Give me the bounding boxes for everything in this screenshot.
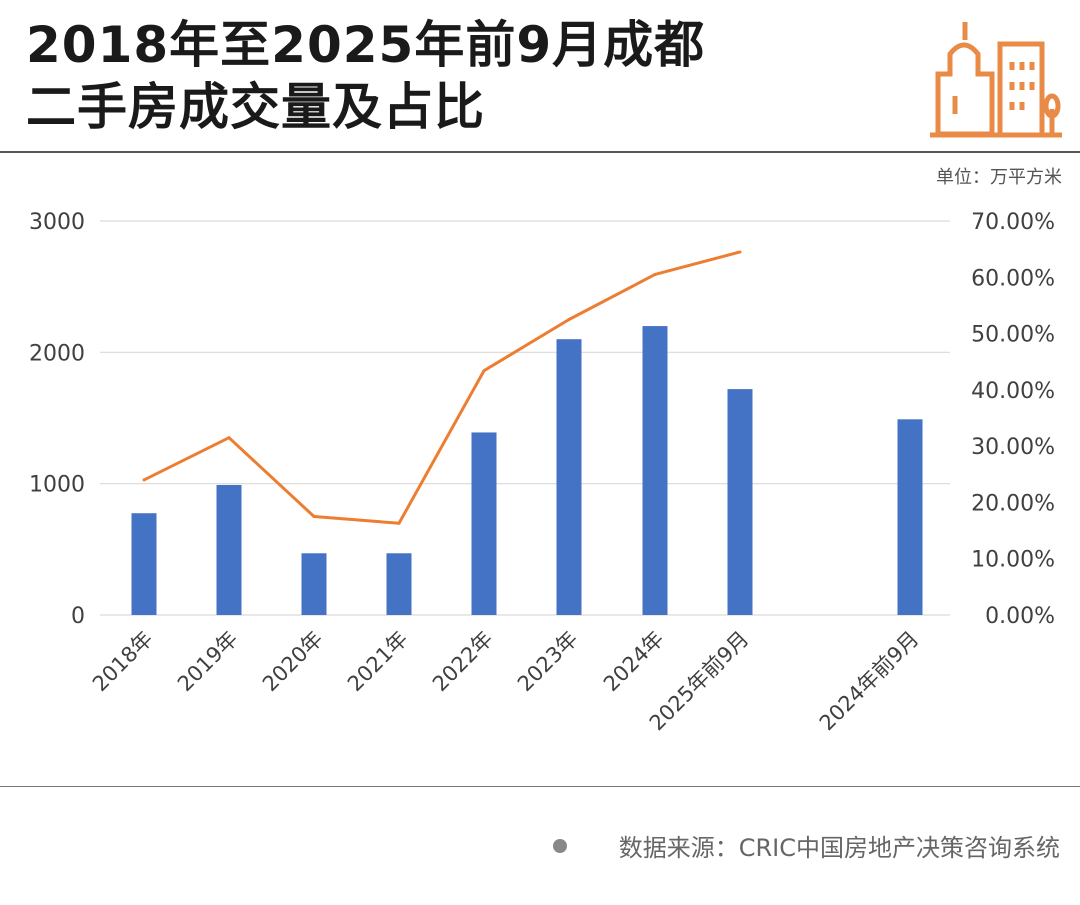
source-text: 数据来源：CRIC中国房地产决策咨询系统 [618, 834, 1060, 862]
unit-label: 单位：万平方米 [936, 167, 1062, 188]
bar [642, 326, 668, 615]
source-note: 数据来源：CRIC中国房地产决策咨询系统 [552, 828, 1060, 863]
left-axis-tick-label: 1000 [29, 473, 85, 498]
x-axis-tick-label: 2020年 [258, 627, 328, 697]
bar [897, 419, 923, 615]
bar [131, 513, 157, 615]
x-axis-tick-label: 2024年前9月 [815, 627, 924, 736]
line-point [142, 478, 146, 482]
share-line [143, 250, 741, 525]
x-axis-tick-label: 2022年 [428, 627, 498, 697]
x-axis-tick-label: 2024年 [599, 627, 669, 697]
x-axis-tick-label: 2021年 [343, 627, 413, 697]
x-axis-tick-label: 2023年 [513, 627, 583, 697]
chart-title: 2018年至2025年前9月成都 二手房成交量及占比 [26, 14, 705, 138]
right-axis-tick-label: 30.00% [971, 435, 1055, 460]
line-point [312, 515, 316, 518]
right-axis-tick-label: 10.00% [971, 548, 1055, 573]
bar [556, 339, 582, 615]
right-axis-tick-label: 40.00% [971, 379, 1055, 404]
right-axis-tick-label: 60.00% [971, 266, 1055, 291]
left-axis-tick-label: 2000 [29, 341, 85, 366]
bar [471, 432, 497, 615]
bullet-dot [552, 839, 567, 853]
footer-divider [0, 786, 1080, 787]
x-axis-tick-label: 2019年 [173, 627, 243, 697]
left-axis-tick-label: 0 [71, 604, 85, 629]
bar [386, 553, 412, 615]
bar [727, 389, 753, 615]
x-axis-tick-label: 2018年 [88, 627, 158, 697]
line-point [738, 250, 742, 254]
chart-title-line2: 二手房成交量及占比 [26, 78, 485, 136]
line-point [653, 272, 657, 276]
bar [216, 484, 242, 615]
left-axis-tick-label: 3000 [29, 210, 85, 235]
city-buildings-icon [930, 22, 1062, 138]
right-axis-tick-label: 0.00% [985, 604, 1055, 629]
combo-chart: 0 1000 2000 3000 0.00% 10.00% 20.00% 30.00% 40.0… [29, 210, 1055, 736]
bar [301, 553, 327, 615]
line-point [482, 369, 486, 373]
right-axis-tick-label: 20.00% [971, 491, 1055, 516]
line-point [227, 436, 231, 440]
right-axis-tick-label: 50.00% [971, 323, 1055, 348]
line-point [397, 521, 401, 525]
right-axis-tick-label: 70.00% [971, 210, 1055, 235]
line-point [567, 318, 571, 321]
title-divider [0, 151, 1080, 153]
chart-title-line1: 2018年至2025年前9月成都 [26, 16, 706, 74]
